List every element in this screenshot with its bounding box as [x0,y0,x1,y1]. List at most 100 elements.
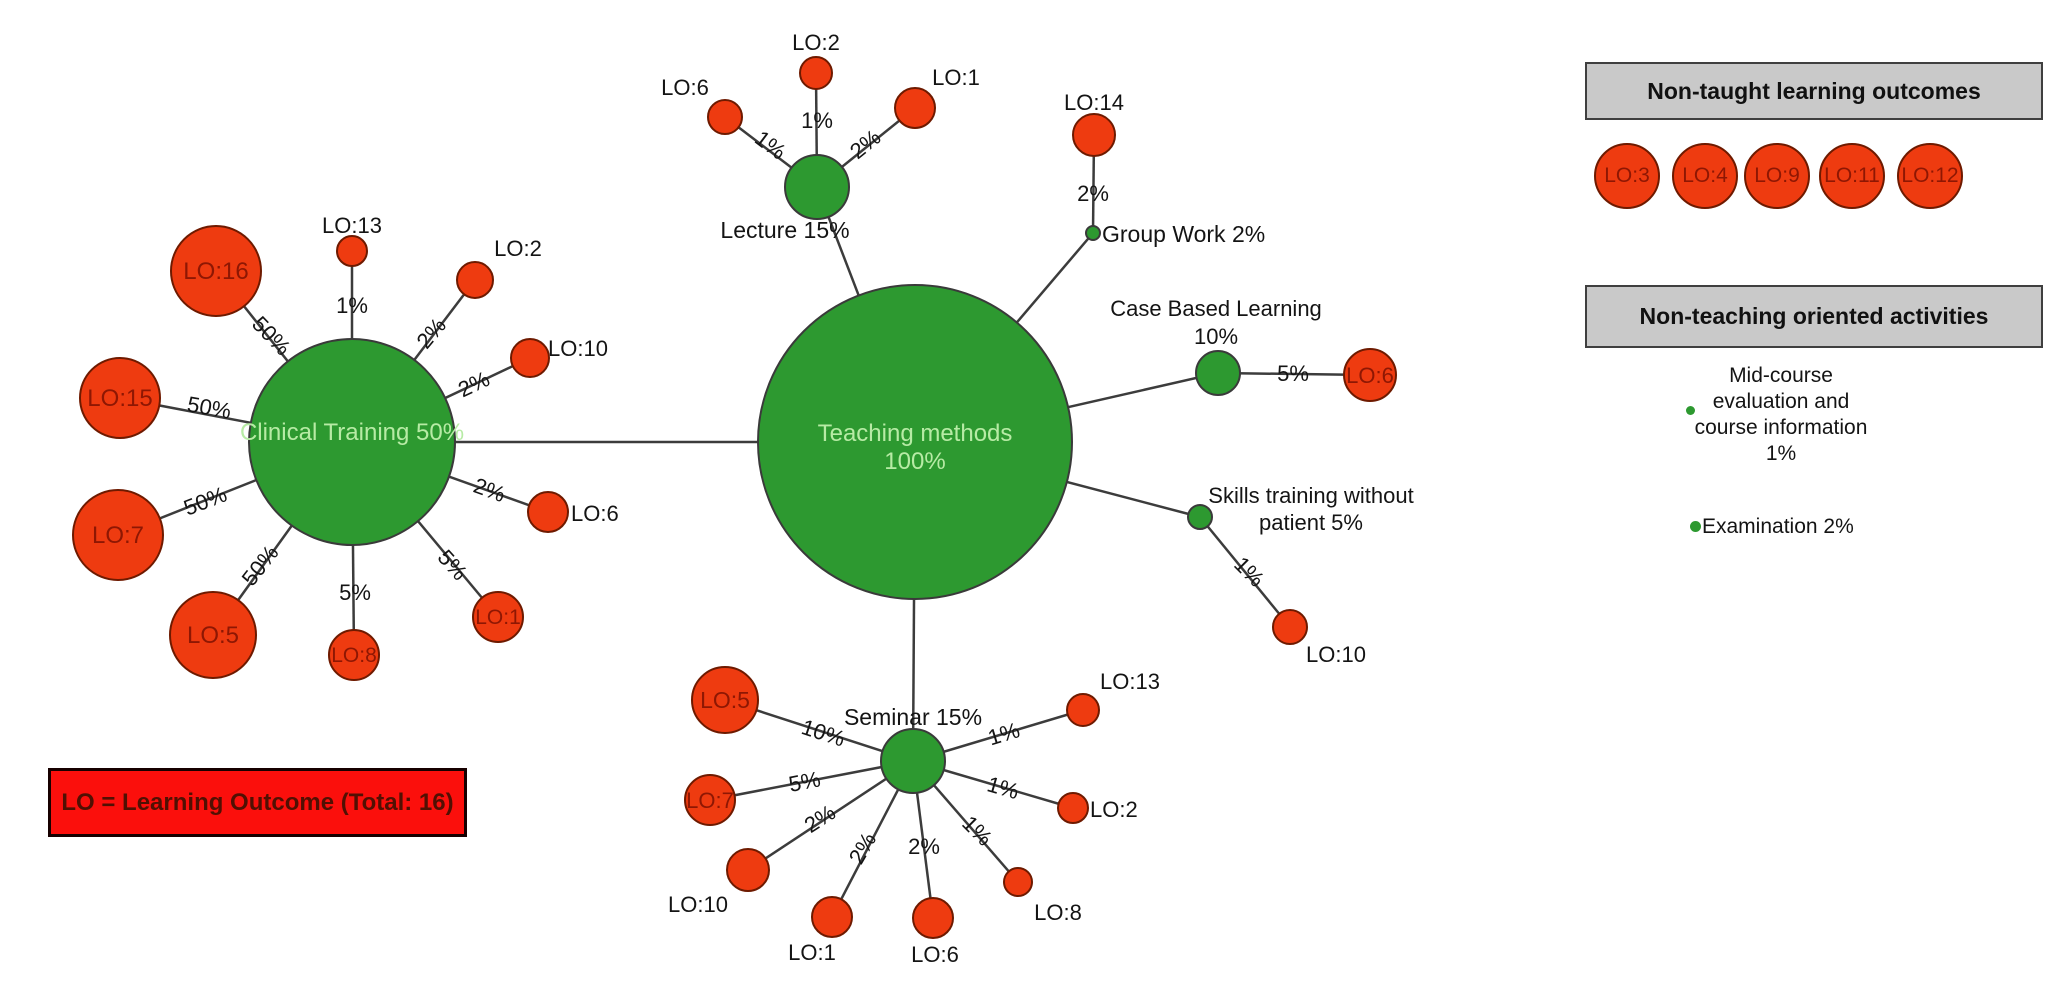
node-label-case-based-learning-0: Case Based Learning [1110,296,1322,321]
edge-label-clinical-training-ct-lo13: 1% [336,293,368,318]
node-sem-lo13 [1066,693,1100,727]
non-taught-lo-circle-1: LO:4 [1672,143,1738,209]
non-taught-lo-circle-4: LO:12 [1897,143,1963,209]
edge-label-clinical-training-ct-lo10: 2% [454,366,493,402]
node-label-sem-lo13-0: LO:13 [1100,669,1160,694]
node-label-ct-lo15-0: LO:15 [87,385,152,412]
edge-label-clinical-training-ct-lo15: 50% [185,391,233,423]
node-label-cb-lo6-0: LO:6 [1346,363,1394,388]
node-case-based-learning [1195,350,1241,396]
non-taught-lo-circle-3: LO:11 [1819,143,1885,209]
node-label-ct-lo7-0: LO:7 [92,522,144,549]
non-taught-panel-title: Non-taught learning outcomes [1585,62,2043,120]
node-sem-lo10 [726,848,770,892]
node-label-teaching-methods-1: 100% [884,448,945,475]
node-sem-lo7 [684,774,736,826]
node-lec-lo2 [799,56,833,90]
node-label-sem-lo2-0: LO:2 [1090,797,1138,822]
edge-label-lecture-lec-lo6: 1% [750,125,790,164]
node-seminar [880,728,946,794]
node-teaching-methods [757,284,1073,600]
node-ct-lo16 [170,225,262,317]
mid-course-evaluation-label: Mid-course evaluation and course informati… [1656,363,1906,467]
edge-label-skills-training-sk-lo10: 1% [1229,552,1269,592]
node-cb-lo6 [1343,348,1397,402]
node-label-ct-lo6-0: LO:6 [571,501,619,526]
node-sem-lo8 [1003,867,1033,897]
node-label-skills-training-0: Skills training without [1208,483,1413,508]
mid-course-label-line-3: 1% [1765,442,1797,465]
node-label-sem-lo10-0: LO:10 [668,892,728,917]
node-label-ct-lo2-0: LO:2 [494,236,542,261]
node-label-sem-lo8-0: LO:8 [1034,900,1082,925]
mid-course-label-line-2: course information [1694,416,1868,439]
node-sem-lo1 [811,896,853,938]
examination-green-dot-icon [1690,521,1701,532]
node-sem-lo6 [912,897,954,939]
non-taught-lo-circle-0: LO:3 [1594,143,1660,209]
node-ct-lo8 [328,629,380,681]
node-ct-lo15 [79,357,161,439]
mid-course-label-line-0: Mid-course [1729,364,1833,387]
non-taught-lo-circle-2: LO:9 [1744,143,1810,209]
node-label-sem-lo7-0: LO:7 [686,788,734,813]
node-sem-lo5 [691,666,759,734]
node-lecture [784,154,850,220]
node-ct-lo5 [169,591,257,679]
node-sem-lo2 [1057,792,1089,824]
node-sk-lo10 [1272,609,1308,645]
edge-skills-training-sk-lo10 [1199,516,1291,628]
node-label-group-work-0: Group Work 2% [1102,221,1265,247]
edge-seminar-sem-lo7 [709,759,914,802]
node-label-sem-lo1-0: LO:1 [788,940,836,965]
node-label-gw-lo14-0: LO:14 [1064,90,1124,115]
node-label-ct-lo1-0: LO:1 [475,606,521,629]
node-label-ct-lo5-0: LO:5 [187,622,239,649]
node-label-skills-training-1: patient 5% [1259,510,1363,535]
node-label-case-based-learning-1: 10% [1194,324,1238,349]
edge-label-seminar-sem-lo13: 1% [985,717,1023,750]
node-lec-lo6 [707,99,743,135]
node-ct-lo1 [472,591,524,643]
node-label-clinical-training-0: Clinical Training 50% [240,419,464,446]
mid-course-green-dot-icon [1686,406,1695,415]
edge-label-seminar-sem-lo2: 1% [984,771,1021,804]
node-clinical-training [248,338,456,546]
node-lec-lo1 [894,87,936,129]
node-label-ct-lo8-0: LO:8 [331,644,377,667]
node-label-lec-lo6-0: LO:6 [661,75,709,100]
node-label-ct-lo16-0: LO:16 [183,258,248,285]
node-ct-lo7 [72,489,164,581]
node-label-lec-lo1-0: LO:1 [932,65,980,90]
edge-label-seminar-sem-lo7: 5% [787,766,823,797]
node-ct-lo13 [336,235,368,267]
node-ct-lo6 [527,491,569,533]
node-label-ct-lo10-0: LO:10 [548,336,608,361]
edge-label-lecture-lec-lo2: 1% [801,108,833,133]
node-label-sem-lo5-0: LO:5 [700,687,750,713]
node-group-work [1085,225,1101,241]
node-ct-lo10 [510,338,550,378]
node-label-sk-lo10-0: LO:10 [1306,642,1366,667]
edge-label-seminar-sem-lo6: 2% [908,834,940,859]
node-label-teaching-methods-0: Teaching methods [818,420,1013,447]
node-skills-training [1187,504,1213,530]
non-teaching-panel-title: Non-teaching oriented activities [1585,285,2043,348]
node-label-sem-lo6-0: LO:6 [911,942,959,967]
node-label-lecture-0: Lecture 15% [720,217,849,243]
edge-label-group-work-gw-lo14: 2% [1077,181,1109,206]
edge-label-clinical-training-ct-lo6: 2% [470,473,508,507]
edge-label-clinical-training-ct-lo7: 50% [180,481,230,520]
edge-label-seminar-sem-lo5: 10% [799,714,849,751]
node-label-seminar-0: Seminar 15% [844,704,982,730]
lo-legend-box: LO = Learning Outcome (Total: 16) [48,768,467,837]
node-label-ct-lo13-0: LO:13 [322,213,382,238]
node-label-lec-lo2-0: LO:2 [792,30,840,55]
edge-label-case-based-learning-cb-lo6: 5% [1277,361,1309,386]
edge-label-seminar-sem-lo8: 1% [957,811,997,851]
mid-course-label-line-1: evaluation and [1712,390,1850,413]
node-gw-lo14 [1072,113,1116,157]
edge-label-clinical-training-ct-lo8: 5% [339,580,371,605]
